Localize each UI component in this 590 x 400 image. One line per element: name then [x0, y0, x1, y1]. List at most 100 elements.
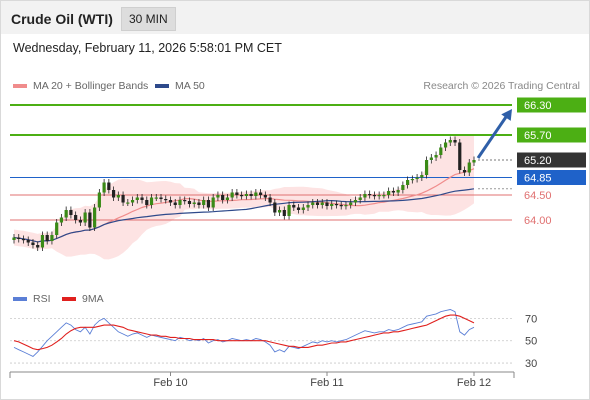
- candle-body: [216, 195, 220, 198]
- candle-body: [287, 205, 291, 216]
- candle-body: [387, 191, 391, 195]
- ma9-swatch: [62, 297, 76, 302]
- legend-rsi-label: RSI: [33, 293, 51, 305]
- candle-body: [135, 197, 139, 200]
- legend-ma50: MA 50: [155, 80, 205, 92]
- candle-body: [168, 200, 173, 203]
- candle-body: [325, 202, 329, 206]
- rsi-swatch: [13, 297, 27, 302]
- candle-body: [50, 235, 54, 241]
- candle-body: [159, 197, 163, 199]
- legend-ma20-label: MA 20 + Bollinger Bands: [33, 80, 149, 92]
- candle-body: [339, 205, 343, 207]
- candle-body: [315, 202, 320, 205]
- candle-body: [396, 190, 400, 193]
- candle-body: [187, 201, 192, 204]
- candle-body: [249, 194, 253, 196]
- candle-body: [235, 192, 239, 195]
- candle-body: [78, 220, 82, 223]
- level-label-resistance: 65.70: [524, 130, 552, 142]
- candle-body: [17, 237, 21, 239]
- candle-body: [31, 242, 35, 245]
- candle-body: [282, 210, 286, 216]
- candle-body: [107, 182, 111, 190]
- chart-header: Crude Oil (WTI) 30 MIN: [1, 1, 589, 34]
- candle-body: [458, 142, 462, 170]
- rsi-ma9-line: [13, 314, 475, 351]
- candle-body: [244, 194, 248, 196]
- ma50-line: [13, 188, 475, 243]
- x-tick-label: Feb 11: [310, 377, 343, 389]
- candle-body: [21, 239, 26, 241]
- level-label-resistance: 66.30: [524, 100, 552, 112]
- candle-body: [268, 197, 272, 203]
- candle-body: [382, 195, 386, 197]
- level-label-support: 64.50: [524, 190, 552, 202]
- candle-body: [121, 195, 125, 203]
- candle-body: [296, 207, 301, 210]
- candle-body: [434, 155, 438, 158]
- candle-body: [401, 185, 405, 190]
- candle-body: [211, 197, 215, 208]
- candle-body: [93, 207, 97, 228]
- candle-body: [443, 142, 448, 148]
- candle-body: [111, 190, 116, 198]
- candle-body: [344, 205, 348, 207]
- candle-body: [448, 140, 452, 143]
- legend-rsi: RSI: [13, 293, 51, 305]
- candle-body: [45, 235, 49, 241]
- candle-body: [334, 204, 339, 206]
- candle-body: [74, 215, 78, 220]
- candle-body: [462, 170, 467, 173]
- candle-body: [353, 200, 358, 203]
- candle-body: [140, 197, 144, 200]
- candle-body: [164, 199, 168, 201]
- candles-group: [12, 136, 476, 251]
- candle-body: [36, 245, 40, 248]
- candle-body: [429, 157, 433, 160]
- rsi-tick-50: 50: [525, 336, 537, 348]
- ma20-swatch: [13, 84, 27, 89]
- candle-body: [415, 177, 419, 179]
- candle-body: [363, 194, 367, 198]
- candle-body: [406, 180, 410, 185]
- chart-datetime: Wednesday, February 11, 2026 5:58:01 PM …: [13, 41, 282, 55]
- candle-body: [97, 192, 101, 208]
- candle-body: [330, 204, 334, 206]
- candle-body: [225, 197, 230, 200]
- candle-body: [240, 195, 244, 197]
- candle-body: [149, 197, 154, 205]
- legend-9ma-label: 9MA: [82, 293, 104, 305]
- x-tick-label: Feb 10: [153, 377, 187, 389]
- candle-body: [59, 217, 64, 223]
- candle-body: [254, 192, 258, 196]
- candle-body: [116, 195, 120, 198]
- level-tag-last: [517, 152, 586, 168]
- candle-body: [69, 210, 73, 215]
- rsi-line: [13, 309, 475, 357]
- candle-body: [472, 160, 476, 163]
- candle-body: [12, 237, 16, 240]
- legend-9ma: 9MA: [62, 293, 104, 305]
- candle-body: [102, 182, 106, 193]
- rsi-tick-70: 70: [525, 313, 537, 325]
- candle-body: [202, 200, 206, 205]
- candle-body: [439, 147, 443, 155]
- level-tag-resistance: [517, 127, 586, 143]
- candle-body: [126, 202, 130, 204]
- level-label-last: 65.20: [524, 155, 552, 167]
- candle-body: [410, 179, 414, 181]
- instrument-title: Crude Oil (WTI): [11, 11, 113, 27]
- candle-body: [183, 200, 187, 202]
- candle-body: [372, 195, 377, 197]
- level-label-pivot: 64.85: [524, 173, 552, 185]
- candle-body: [197, 202, 201, 205]
- candle-body: [130, 200, 135, 203]
- candle-body: [258, 192, 263, 195]
- forecast-arrow-shaft: [476, 113, 510, 159]
- candle-body: [83, 212, 87, 223]
- candle-body: [292, 205, 296, 208]
- interval-badge[interactable]: 30 MIN: [121, 7, 176, 31]
- candle-body: [391, 191, 395, 193]
- legend-ma20: MA 20 + Bollinger Bands: [13, 80, 148, 92]
